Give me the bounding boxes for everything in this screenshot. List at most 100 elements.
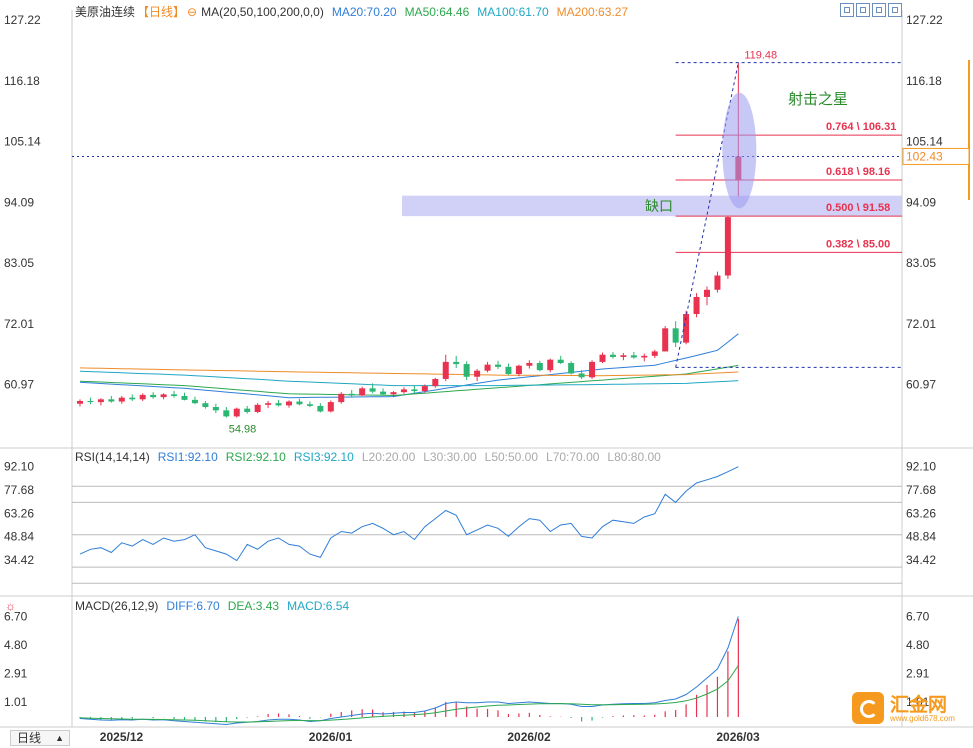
candle-body: [265, 403, 272, 405]
macd-settings-icon[interactable]: ☼: [5, 599, 16, 613]
candle-body: [620, 355, 627, 357]
shooting-star-label: 射击之星: [788, 91, 848, 108]
ma50-value: MA50:64.46: [404, 5, 470, 19]
gap-zone: [402, 195, 902, 217]
candle-body: [724, 217, 731, 276]
rsi1-value: RSI1:92.10: [157, 450, 218, 464]
price-tick-right: 94.09: [906, 195, 936, 209]
candle-body: [484, 364, 491, 371]
logo-url: www.gold678.com: [890, 714, 955, 723]
candle-body: [651, 351, 658, 356]
price-tick-left: 116.18: [4, 74, 40, 88]
macd-tick-right: 1.01: [906, 695, 930, 709]
candle-body: [495, 364, 501, 367]
dea-value: DEA:3.43: [227, 599, 280, 613]
period-button-label: 日线: [17, 731, 42, 745]
ma200-value: MA200:63.27: [556, 5, 629, 19]
candle-body: [568, 362, 575, 374]
ma-line-ma20: [79, 333, 739, 399]
candle-body: [338, 393, 345, 403]
zoom-icon[interactable]: [856, 3, 870, 17]
logo-name: 汇金网: [890, 695, 948, 716]
settings-icon[interactable]: ⊖: [187, 5, 198, 19]
price-tick-left: 105.14: [4, 135, 41, 149]
period-button[interactable]: 日线 ▲: [10, 730, 70, 746]
candle-body: [327, 402, 334, 412]
candle-body: [108, 399, 115, 402]
price-tick-right: 72.01: [906, 317, 936, 331]
macd-tick-left: 6.70: [4, 610, 28, 624]
rsi-tick-right: 92.10: [906, 460, 936, 474]
candle-body: [411, 389, 418, 392]
ma-line-ma100: [79, 370, 739, 387]
macd-dea-line: [79, 665, 739, 723]
candle-body: [432, 378, 439, 387]
ma100-value: MA100:61.70: [477, 5, 549, 19]
candle-body: [463, 364, 470, 377]
move-icon[interactable]: [840, 3, 854, 17]
candle-body: [118, 397, 125, 402]
candle-body: [641, 355, 648, 358]
macd-tick-left: 1.01: [4, 695, 28, 709]
candle-body: [254, 404, 261, 412]
candle-body: [97, 399, 104, 403]
gap-label: 缺口: [645, 198, 673, 214]
candle-body: [380, 391, 387, 395]
candle-body: [589, 361, 596, 378]
rsi-l80: L80:80.00: [607, 450, 661, 464]
candle-body: [181, 396, 188, 400]
diff-value: DIFF:6.70: [166, 599, 220, 613]
macd-value: MACD:6.54: [287, 599, 350, 613]
candle-body: [714, 275, 721, 290]
candle-body: [526, 362, 533, 366]
macd-params: MACD(26,12,9): [75, 599, 159, 613]
candle-body: [77, 400, 83, 404]
x-axis-label: 2026/01: [309, 730, 353, 744]
candle-body: [139, 394, 146, 400]
rsi-tick-right: 48.84: [906, 530, 936, 544]
rsi-tick-right: 34.42: [906, 553, 936, 567]
fib-level-label: 0.618 \ 98.16: [826, 166, 890, 178]
rsi-tick-left: 63.26: [4, 506, 34, 520]
macd-tick-left: 4.80: [4, 638, 28, 652]
rsi-header: RSI(14,14,14) RSI1:92.10 RSI2:92.10 RSI3:92…: [75, 450, 669, 464]
price-tick-right: 83.05: [906, 256, 936, 270]
ma-params: MA(20,50,100,200,0,0): [201, 5, 324, 19]
candle-body: [557, 359, 564, 363]
macd-tick-right: 4.80: [906, 638, 930, 652]
macd-tick-right: 2.91: [906, 666, 930, 680]
rsi-tick-left: 34.42: [4, 553, 34, 567]
ma20-value: MA20:70.20: [331, 5, 397, 19]
shooting-star-highlight: [722, 92, 757, 209]
rsi3-value: RSI3:92.10: [293, 450, 354, 464]
fullscreen-icon[interactable]: [872, 3, 886, 17]
candle-body: [129, 397, 136, 400]
x-axis-label: 2025/12: [100, 730, 144, 744]
candle-body: [275, 403, 282, 406]
candle-body: [442, 361, 449, 379]
rsi-tick-left: 48.84: [4, 530, 34, 544]
candle-body: [369, 388, 376, 392]
restore-icon[interactable]: [888, 3, 902, 17]
candle-body: [150, 394, 157, 398]
price-header: 美原油连续 【日线】 ⊖ MA(20,50,100,200,0,0) MA20:70.2…: [75, 3, 636, 20]
candle-body: [286, 401, 292, 406]
rsi-l30: L30:30.00: [423, 450, 477, 464]
candle-body: [191, 399, 198, 404]
candle-body: [160, 394, 167, 398]
price-tick-left: 72.01: [4, 317, 34, 331]
price-tick-left: 83.05: [4, 256, 34, 270]
candle-body: [672, 328, 679, 343]
candle-body: [202, 403, 209, 408]
symbol-name: 美原油连续: [75, 5, 136, 19]
macd-diff-line: [79, 616, 739, 726]
period-label[interactable]: 【日线】: [137, 5, 186, 19]
candle-body: [505, 366, 512, 375]
candle-body: [609, 354, 616, 357]
candle-body: [630, 355, 637, 358]
price-tick-right: 60.97: [906, 378, 936, 392]
high-value-label: 119.48: [744, 50, 777, 62]
rsi-l70: L70:70.00: [546, 450, 600, 464]
price-tick-left: 94.09: [4, 195, 34, 209]
